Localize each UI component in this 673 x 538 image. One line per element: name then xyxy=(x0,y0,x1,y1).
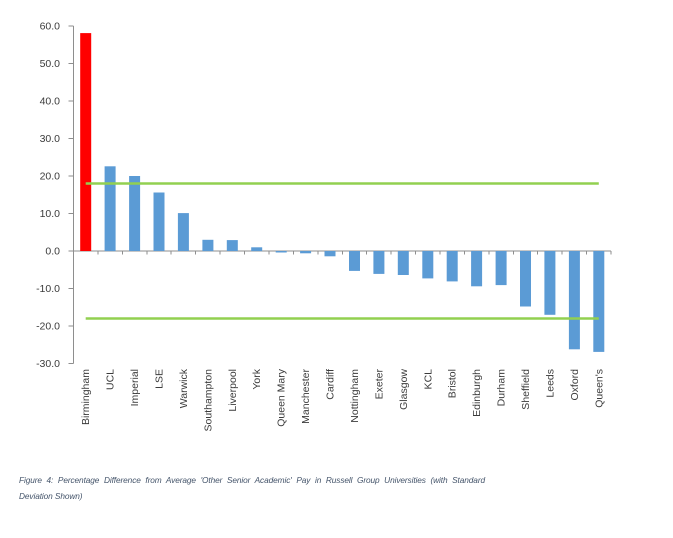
bar-chart: 60.0 50.0 40.0 30.0 20.0 10.0 0.0 -10.0 -20.0 -30… xyxy=(36,21,612,432)
x-label-glasgow: Glasgow xyxy=(398,369,410,410)
bar-birmingham xyxy=(80,33,92,251)
bar-kcl xyxy=(422,251,434,279)
bar-queen-mary xyxy=(275,251,287,253)
bar-liverpool xyxy=(226,240,238,251)
x-label-warwick: Warwick xyxy=(178,368,190,408)
bar-york xyxy=(251,247,263,252)
bar-ucl xyxy=(104,166,116,252)
y-tick-label: 10.0 xyxy=(40,208,61,220)
x-label-cardiff: Cardiff xyxy=(325,369,337,400)
x-label-bristol: Bristol xyxy=(447,369,459,398)
y-tick-label: -10.0 xyxy=(36,283,60,295)
x-label-queen-s: Queen's xyxy=(593,369,605,408)
bar-edinburgh xyxy=(471,251,483,287)
x-label-kcl: KCL xyxy=(422,369,434,390)
x-label-edinburgh: Edinburgh xyxy=(471,369,483,417)
x-label-oxford: Oxford xyxy=(569,369,581,401)
bar-durham xyxy=(495,251,507,286)
bar-nottingham xyxy=(349,251,360,271)
x-label-liverpool: Liverpool xyxy=(227,369,239,412)
figure-caption-line2: Deviation Shown) xyxy=(19,490,83,501)
y-tick-label: -20.0 xyxy=(36,321,60,333)
bar-bristol xyxy=(446,251,458,282)
y-tick-label: 20.0 xyxy=(40,171,61,183)
x-label-southampton: Southampton xyxy=(202,369,214,432)
bar-lse xyxy=(153,192,165,251)
figure-caption: Figure 4: Percentage Difference from Ave… xyxy=(19,473,485,504)
x-label-york: York xyxy=(251,368,263,389)
bar-leeds xyxy=(544,251,556,315)
x-label-lse: LSE xyxy=(154,369,166,389)
x-label-birmingham: Birmingham xyxy=(80,369,92,425)
x-label-sheffield: Sheffield xyxy=(520,369,532,410)
bar-cardiff xyxy=(324,251,336,257)
bar-oxford xyxy=(568,251,580,350)
bar-sheffield xyxy=(520,251,531,307)
x-label-manchester: Manchester xyxy=(300,368,312,423)
y-tick-label: 60.0 xyxy=(40,21,61,33)
x-label-nottingham: Nottingham xyxy=(349,369,361,423)
x-label-ucl: UCL xyxy=(105,369,117,390)
bar-imperial xyxy=(129,176,141,251)
figure-caption-line1: Figure 4: Percentage Difference from Ave… xyxy=(19,475,485,485)
y-tick-label: 50.0 xyxy=(40,58,61,70)
bar-exeter xyxy=(373,251,385,274)
x-label-leeds: Leeds xyxy=(544,369,556,398)
x-label-exeter: Exeter xyxy=(373,369,385,400)
x-label-imperial: Imperial xyxy=(129,369,141,406)
y-tick-label: 0.0 xyxy=(45,246,60,258)
bar-queen-s xyxy=(593,251,605,352)
bar-warwick xyxy=(177,213,189,251)
bar-southampton xyxy=(202,239,214,252)
bar-glasgow xyxy=(397,251,409,275)
y-tick-label: -30.0 xyxy=(36,358,60,370)
x-label-durham: Durham xyxy=(496,369,508,407)
x-label-queen-mary: Queen Mary xyxy=(276,368,288,427)
y-tick-label: 30.0 xyxy=(40,133,61,145)
y-tick-label: 40.0 xyxy=(40,96,61,108)
bar-manchester xyxy=(300,251,312,254)
